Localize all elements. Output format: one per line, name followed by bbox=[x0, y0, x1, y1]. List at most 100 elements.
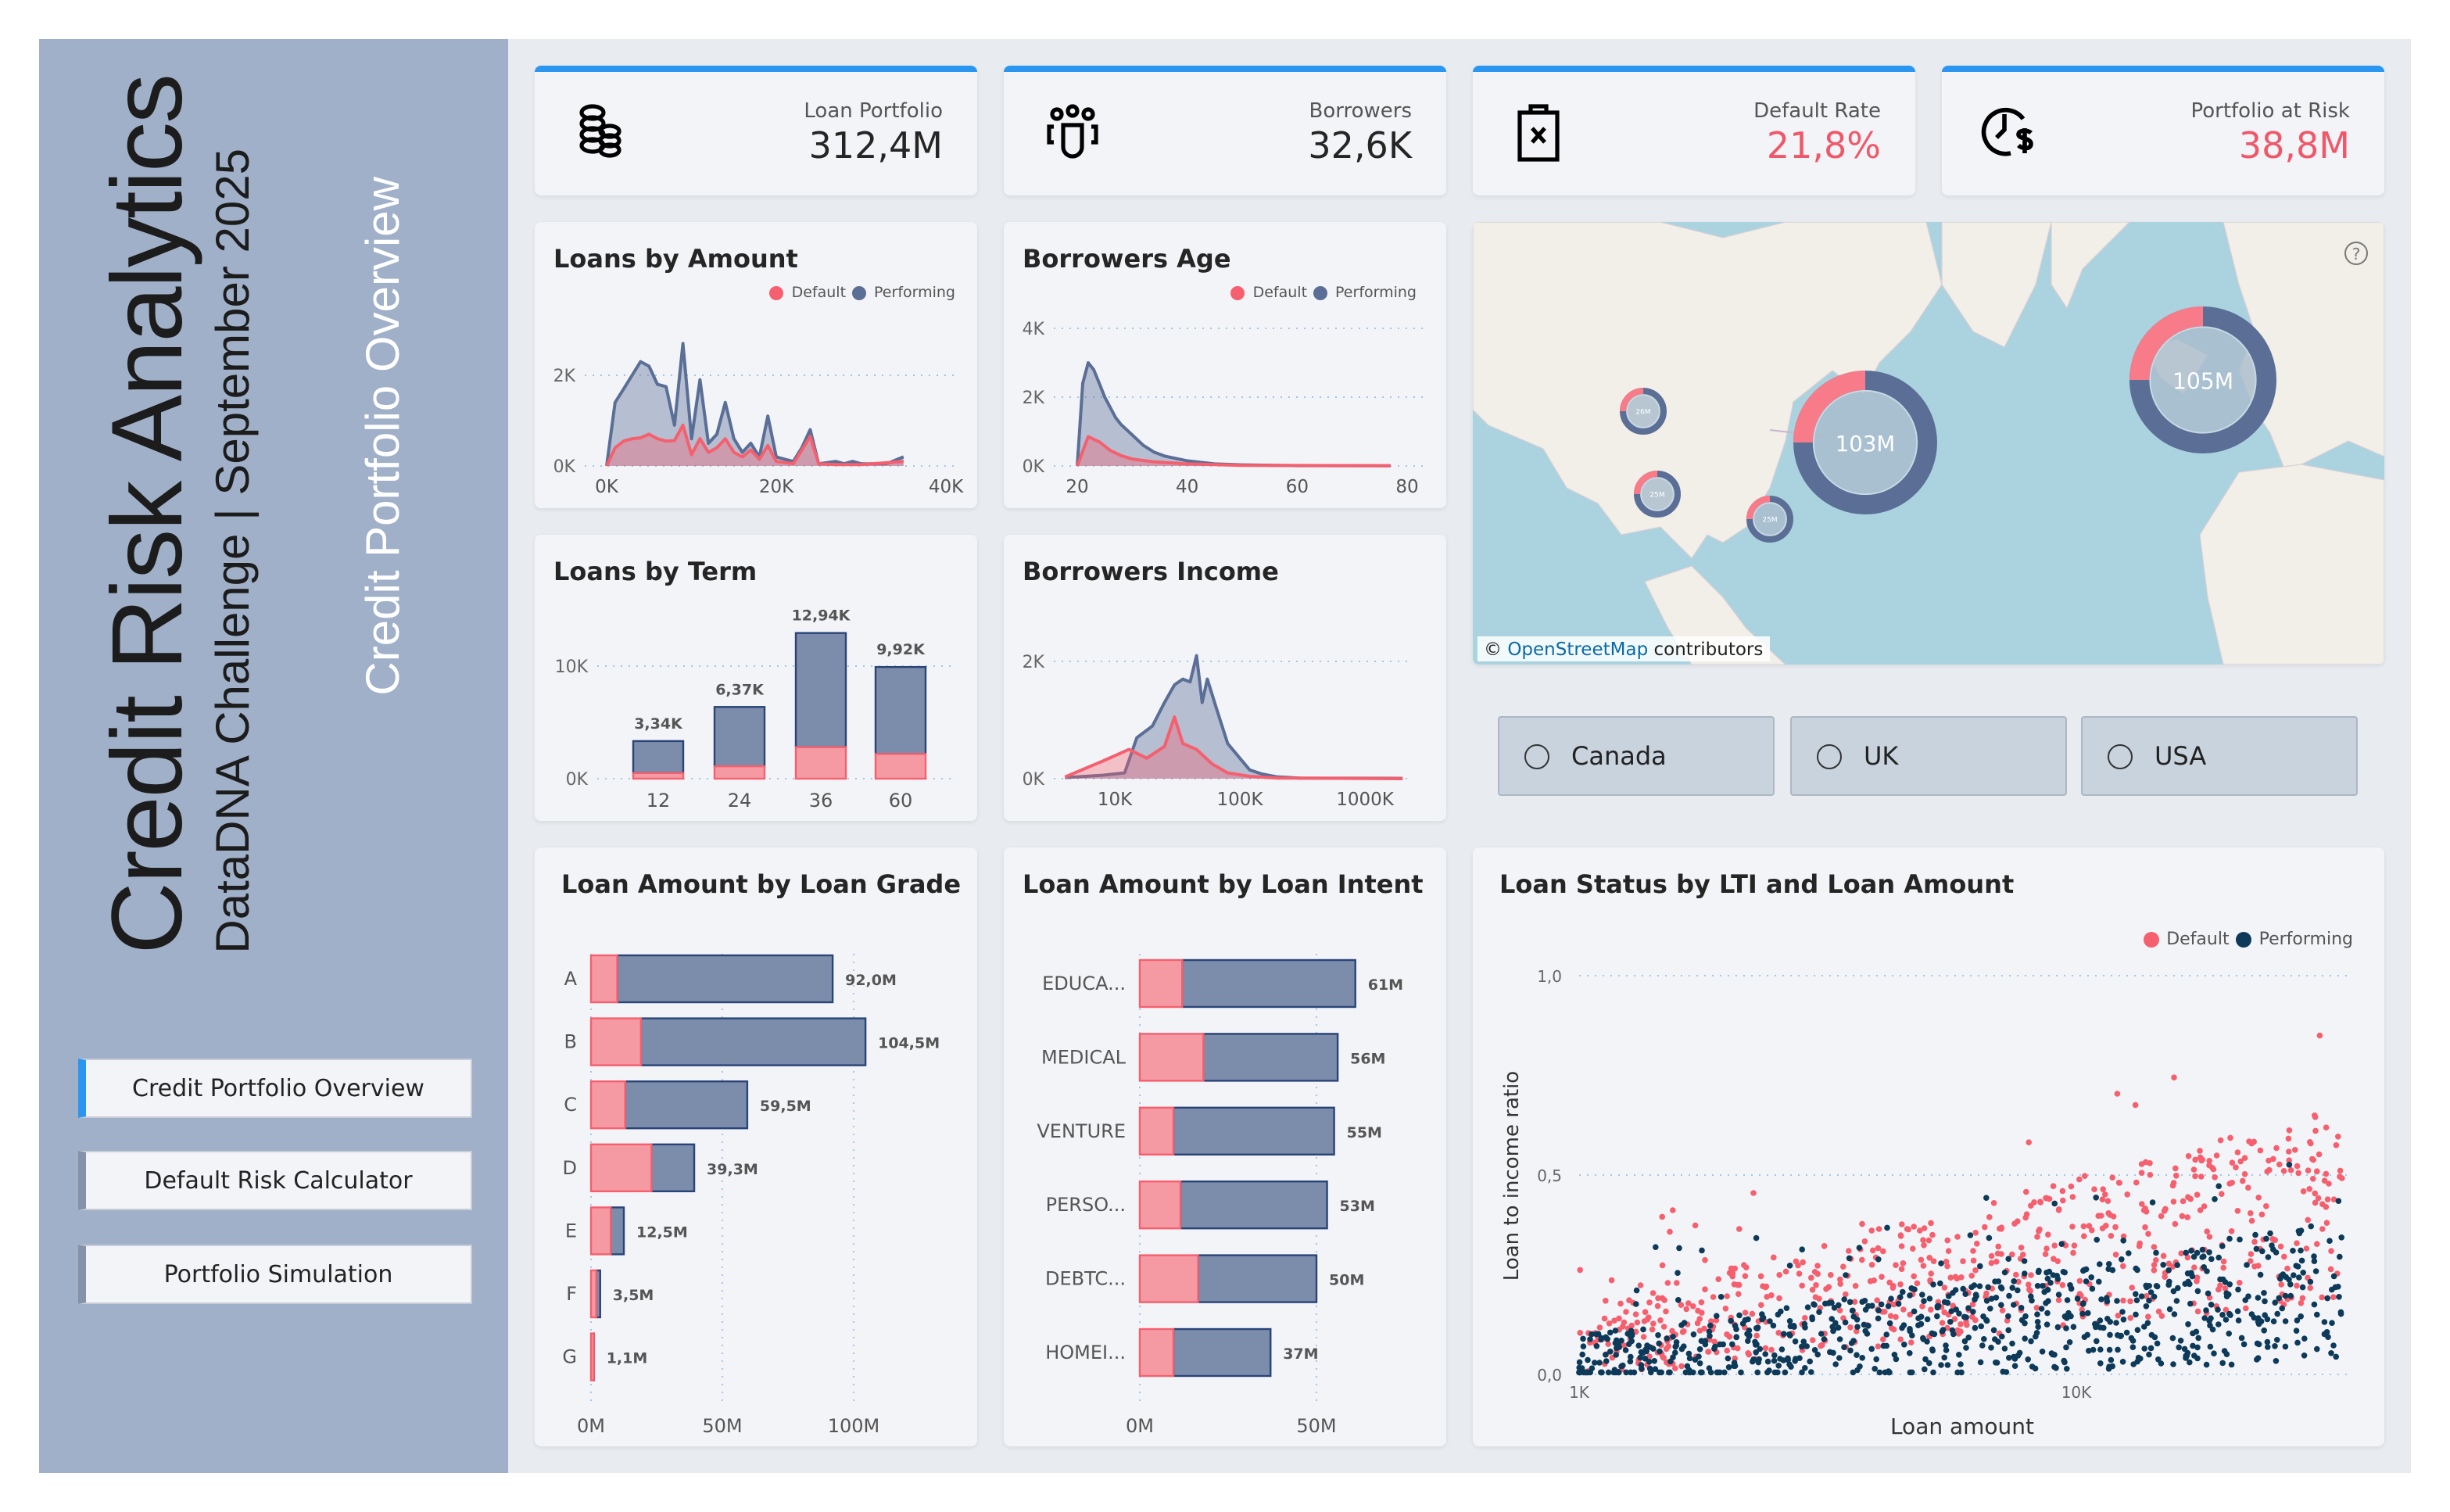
point-performing bbox=[1783, 1305, 1790, 1311]
point-performing bbox=[2022, 1320, 2028, 1327]
point-default bbox=[2099, 1196, 2106, 1202]
radio-icon[interactable] bbox=[1817, 743, 1842, 769]
point-default bbox=[1939, 1320, 1946, 1326]
bar-performing bbox=[624, 1080, 749, 1130]
point-performing bbox=[1766, 1367, 1772, 1374]
bar-performing bbox=[874, 665, 927, 755]
point-performing bbox=[1746, 1327, 1753, 1334]
point-performing bbox=[2081, 1267, 2087, 1274]
point-performing bbox=[2133, 1311, 2139, 1318]
point-performing bbox=[2273, 1358, 2280, 1364]
point-performing bbox=[2294, 1263, 2301, 1270]
bar-default bbox=[589, 1017, 643, 1066]
point-default bbox=[1905, 1226, 1911, 1233]
point-default bbox=[2323, 1220, 2330, 1226]
point-performing bbox=[1835, 1324, 1842, 1331]
point-default bbox=[1870, 1247, 1876, 1254]
point-default bbox=[1921, 1225, 1928, 1231]
point-performing bbox=[2251, 1314, 2258, 1321]
point-performing bbox=[1970, 1309, 1976, 1315]
point-default bbox=[2284, 1265, 2291, 1272]
point-performing bbox=[1938, 1362, 1944, 1368]
area-performing bbox=[1065, 655, 1403, 779]
nav-portfolio-simulation[interactable]: Portfolio Simulation bbox=[78, 1245, 472, 1304]
openstreetmap-link[interactable]: OpenStreetMap bbox=[1507, 638, 1649, 660]
point-default bbox=[1910, 1245, 1916, 1252]
point-performing bbox=[1829, 1316, 1835, 1322]
bar-performing bbox=[639, 1017, 867, 1066]
point-default bbox=[1944, 1263, 1950, 1270]
page-name: Credit Portfolio Overview bbox=[358, 177, 410, 696]
point-performing bbox=[1880, 1342, 1887, 1349]
point-performing bbox=[1907, 1326, 1913, 1332]
radio-icon[interactable] bbox=[1524, 743, 1549, 769]
kpi-portfolio-at-risk: Portfolio at Risk 38,8M bbox=[1942, 66, 2384, 195]
filter-label: UK bbox=[1864, 741, 1899, 771]
point-default bbox=[2020, 1252, 2026, 1258]
point-performing bbox=[1909, 1332, 1915, 1338]
kpi-loan-portfolio: Loan Portfolio 312,4M bbox=[535, 66, 977, 195]
point-performing bbox=[2160, 1262, 2166, 1268]
point-default bbox=[2223, 1306, 2230, 1313]
x-tick-label: 80 bbox=[1395, 477, 1418, 497]
point-default bbox=[1667, 1228, 1673, 1235]
point-default bbox=[2251, 1238, 2258, 1245]
point-performing bbox=[2175, 1284, 2181, 1292]
point-performing bbox=[2194, 1344, 2201, 1351]
point-performing bbox=[1944, 1362, 1951, 1368]
point-performing bbox=[2117, 1333, 2124, 1339]
point-performing bbox=[1854, 1324, 1861, 1330]
map-canvas[interactable]: 103M 105M 26M 25M 25M ? bbox=[1473, 222, 2384, 665]
legend-dot-performing bbox=[2235, 931, 2251, 947]
category-label: C bbox=[564, 1094, 577, 1116]
chart-svg: 0K 2K 4K 20 40 60 80 bbox=[1023, 320, 1423, 497]
point-default bbox=[1603, 1298, 1609, 1304]
point-performing bbox=[2187, 1300, 2194, 1307]
point-performing bbox=[1652, 1366, 1659, 1372]
map-visual[interactable]: 103M 105M 26M 25M 25M ? © OpenStreetMap cont… bbox=[1473, 222, 2384, 665]
point-default bbox=[1861, 1238, 1868, 1245]
point-performing bbox=[1753, 1341, 1760, 1348]
point-default bbox=[1970, 1248, 1976, 1254]
point-performing bbox=[1786, 1331, 1793, 1338]
point-default bbox=[2255, 1195, 2262, 1201]
loans-by-amount-card: 0K 2K 0K 20K 40K Loans by Amount Default Perf… bbox=[535, 222, 977, 508]
point-default bbox=[1611, 1317, 1617, 1324]
filter-uk[interactable]: UK bbox=[1790, 716, 2067, 796]
point-default bbox=[1890, 1301, 1897, 1308]
point-performing bbox=[1676, 1245, 1682, 1252]
point-default bbox=[1914, 1280, 1921, 1287]
point-default bbox=[2114, 1091, 2121, 1097]
x-tick-label: 0M bbox=[577, 1415, 605, 1437]
filter-canada[interactable]: Canada bbox=[1498, 716, 1775, 796]
nav-credit-portfolio-overview[interactable]: Credit Portfolio Overview bbox=[78, 1059, 472, 1118]
line-default bbox=[605, 423, 904, 467]
chart-title: Loan Amount by Loan Intent bbox=[1023, 869, 1424, 899]
point-default bbox=[2305, 1167, 2312, 1173]
point-default bbox=[2187, 1195, 2194, 1202]
point-performing bbox=[2190, 1342, 2196, 1349]
nav-default-risk-calculator[interactable]: Default Risk Calculator bbox=[78, 1151, 472, 1210]
help-icon[interactable]: ? bbox=[2344, 242, 2368, 265]
point-default bbox=[1742, 1273, 1749, 1279]
point-default bbox=[2220, 1264, 2226, 1271]
chart-title: Borrowers Income bbox=[1023, 557, 1279, 586]
point-default bbox=[2143, 1293, 2150, 1299]
point-default bbox=[1741, 1262, 1747, 1268]
radio-icon[interactable] bbox=[2108, 743, 2133, 769]
point-default bbox=[2227, 1134, 2233, 1141]
category-label: D bbox=[563, 1157, 577, 1179]
point-default bbox=[2184, 1254, 2191, 1261]
point-performing bbox=[1926, 1360, 1932, 1367]
filter-usa[interactable]: USA bbox=[2081, 716, 2358, 796]
point-default bbox=[1729, 1270, 1736, 1277]
point-performing bbox=[1891, 1352, 1898, 1358]
chart-svg: 0K 2K 10K 100K 1000K bbox=[1023, 653, 1407, 810]
data-label: 55M bbox=[1347, 1124, 1382, 1141]
point-default bbox=[1659, 1295, 1666, 1302]
point-default bbox=[2015, 1278, 2022, 1285]
x-tick-label: 0M bbox=[1126, 1415, 1154, 1437]
point-performing bbox=[1846, 1255, 1853, 1262]
point-performing bbox=[1993, 1360, 1999, 1366]
point-default bbox=[2059, 1282, 2066, 1288]
